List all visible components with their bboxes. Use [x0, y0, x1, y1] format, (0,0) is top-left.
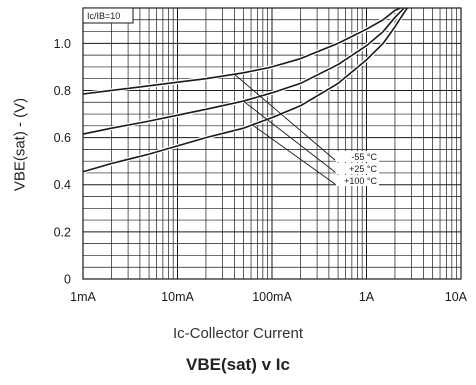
leader-line: [234, 73, 336, 161]
x-tick-label: 1mA: [70, 290, 96, 304]
y-tick-label: 0.6: [54, 131, 71, 145]
series-line-2: [82, 7, 405, 135]
series-line-1: [82, 7, 401, 95]
condition-box-frame: [82, 7, 134, 24]
condition-box: Ic/IB=10: [82, 7, 134, 24]
series-label-1: -55 °C: [351, 152, 377, 162]
y-tick-label: 0: [64, 273, 71, 287]
data-curves: [82, 6, 409, 174]
series-label-2: +25 °C: [349, 164, 377, 174]
tick-labels: 0 0.2 0.4 0.6 0.8 1.0 1mA 10mA 100mA 1A 10A: [54, 37, 468, 304]
series-label-bg: [336, 151, 379, 162]
series-leader-lines: -55 °C +25 °C +100 °C: [234, 73, 379, 186]
y-axis-label-text: VBE(sat) - (V): [11, 97, 29, 192]
x-tick-label: 10A: [445, 290, 468, 304]
x-axis-label: Ic-Collector Current: [172, 325, 304, 342]
series-label-3: +100 °C: [344, 176, 377, 186]
y-tick-label: 0.2: [54, 225, 71, 239]
series-label-bg: [336, 175, 379, 186]
x-tick-label: 1A: [359, 290, 375, 304]
y-tick-label: 1.0: [54, 37, 71, 51]
series-label-bg: [336, 163, 379, 174]
x-tick-label: 100mA: [252, 290, 292, 304]
leader-line: [252, 124, 336, 185]
y-tick-label: 0.4: [54, 178, 71, 192]
series-line-3: [82, 7, 408, 173]
grid-lines: [82, 8, 461, 279]
x-tick-label: 10mA: [161, 290, 194, 304]
condition-label: Ic/IB=10: [87, 11, 120, 21]
chart-title: VBE(sat) v Ic: [186, 355, 290, 374]
leader-line: [243, 100, 336, 173]
y-tick-label: 0.8: [54, 84, 71, 98]
plot-frame: [82, 7, 462, 280]
